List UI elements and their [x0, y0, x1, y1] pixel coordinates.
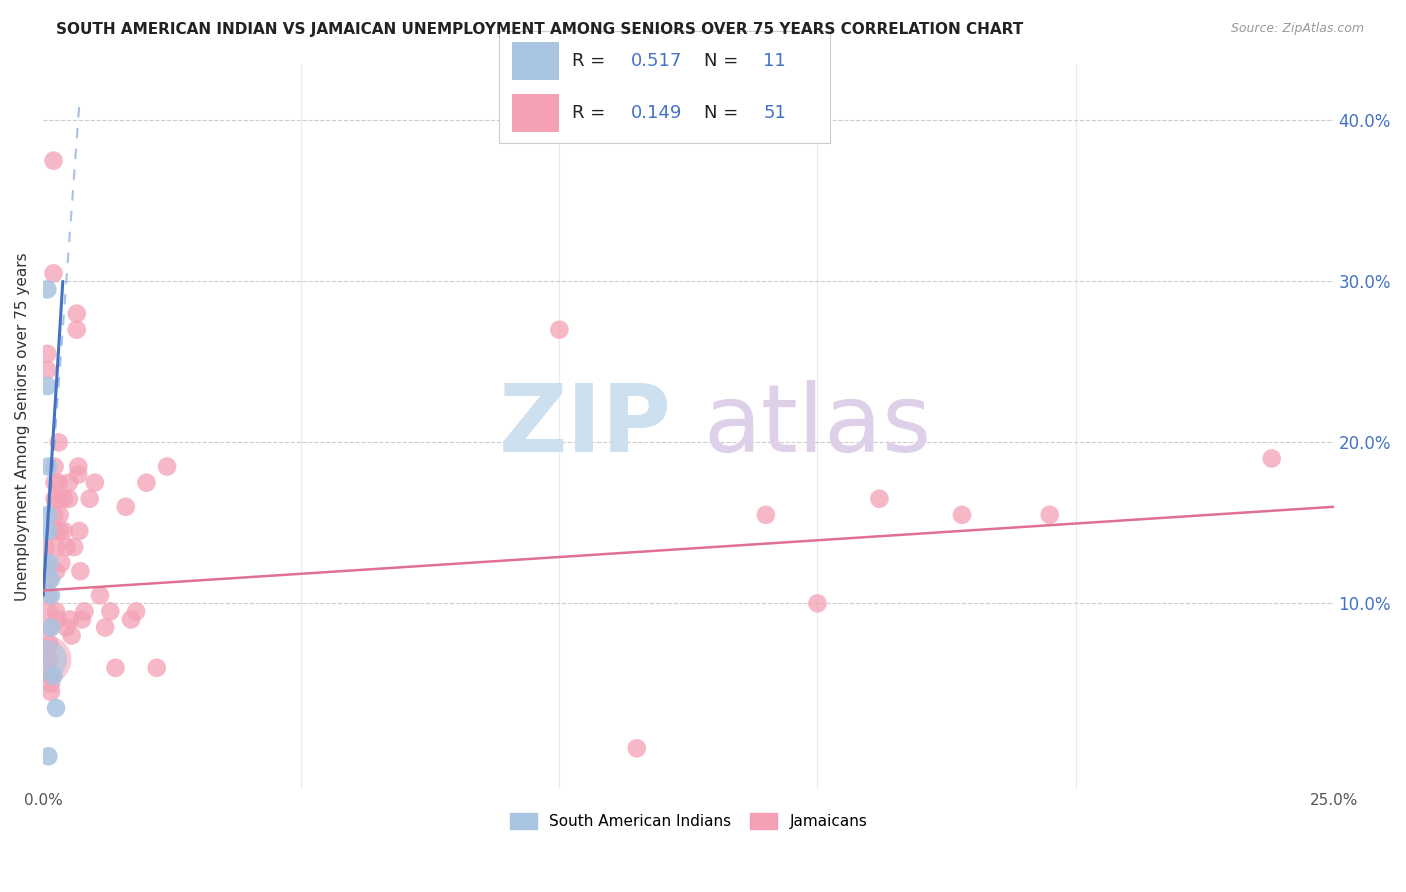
Text: N =: N = — [704, 53, 744, 70]
Point — [156, 459, 179, 474]
Point — [37, 604, 59, 618]
Point — [37, 347, 59, 361]
Point — [38, 653, 60, 667]
Point — [626, 741, 648, 756]
Point — [950, 508, 973, 522]
Point — [39, 588, 62, 602]
Point — [37, 459, 59, 474]
Y-axis label: Unemployment Among Seniors over 75 years: Unemployment Among Seniors over 75 years — [15, 252, 30, 600]
Text: 11: 11 — [763, 53, 786, 70]
Point — [37, 653, 59, 667]
Point — [37, 363, 59, 377]
Text: 0.149: 0.149 — [631, 103, 683, 121]
Point — [63, 540, 86, 554]
Point — [1260, 451, 1282, 466]
Point — [79, 491, 101, 506]
Point — [35, 556, 58, 570]
Point — [37, 621, 59, 635]
Point — [48, 524, 70, 538]
Point — [39, 621, 62, 635]
Point — [67, 459, 90, 474]
Point — [37, 653, 59, 667]
Point — [66, 323, 89, 337]
Point — [48, 435, 70, 450]
Point — [37, 572, 59, 586]
Point — [69, 564, 91, 578]
Point — [98, 604, 121, 618]
Point — [55, 540, 77, 554]
Point — [55, 621, 77, 635]
FancyBboxPatch shape — [512, 42, 558, 80]
Point — [145, 661, 167, 675]
Text: atlas: atlas — [703, 380, 932, 472]
Point — [42, 153, 65, 168]
Point — [120, 612, 142, 626]
Point — [83, 475, 105, 490]
Point — [70, 612, 93, 626]
Point — [39, 572, 62, 586]
Text: 0.517: 0.517 — [631, 53, 683, 70]
Point — [89, 588, 111, 602]
Point — [52, 524, 75, 538]
Point — [48, 475, 70, 490]
Point — [73, 604, 96, 618]
Point — [44, 491, 66, 506]
Point — [125, 604, 148, 618]
Text: ZIP: ZIP — [499, 380, 672, 472]
Point — [37, 749, 59, 764]
Text: 51: 51 — [763, 103, 786, 121]
Point — [45, 604, 67, 618]
Point — [48, 508, 70, 522]
Text: R =: R = — [572, 103, 610, 121]
Point — [548, 323, 571, 337]
Point — [58, 475, 80, 490]
Point — [755, 508, 778, 522]
Point — [37, 379, 59, 393]
Text: SOUTH AMERICAN INDIAN VS JAMAICAN UNEMPLOYMENT AMONG SENIORS OVER 75 YEARS CORRE: SOUTH AMERICAN INDIAN VS JAMAICAN UNEMPL… — [56, 22, 1024, 37]
Point — [48, 491, 70, 506]
Point — [45, 564, 67, 578]
Point — [44, 524, 66, 538]
Point — [42, 266, 65, 280]
Point — [94, 621, 117, 635]
Point — [1039, 508, 1062, 522]
Point — [37, 524, 59, 538]
Point — [66, 307, 89, 321]
Point — [51, 556, 73, 570]
Point — [60, 629, 83, 643]
Point — [38, 556, 60, 570]
Point — [46, 612, 69, 626]
Point — [45, 540, 67, 554]
Point — [806, 596, 828, 610]
Text: R =: R = — [572, 53, 610, 70]
Point — [37, 588, 59, 602]
Point — [45, 701, 67, 715]
Point — [39, 677, 62, 691]
Point — [52, 491, 75, 506]
Point — [135, 475, 157, 490]
Legend: South American Indians, Jamaicans: South American Indians, Jamaicans — [503, 807, 873, 835]
Point — [38, 637, 60, 651]
Text: N =: N = — [704, 103, 744, 121]
Point — [39, 685, 62, 699]
Point — [42, 669, 65, 683]
Point — [37, 282, 59, 296]
Point — [868, 491, 890, 506]
Point — [104, 661, 127, 675]
Point — [44, 459, 66, 474]
Point — [39, 669, 62, 683]
Text: Source: ZipAtlas.com: Source: ZipAtlas.com — [1230, 22, 1364, 36]
Point — [59, 612, 82, 626]
Point — [44, 475, 66, 490]
Point — [58, 491, 80, 506]
Point — [37, 508, 59, 522]
Point — [67, 467, 90, 482]
Point — [114, 500, 136, 514]
FancyBboxPatch shape — [512, 94, 558, 132]
Point — [67, 524, 90, 538]
Point — [35, 540, 58, 554]
Point — [44, 508, 66, 522]
